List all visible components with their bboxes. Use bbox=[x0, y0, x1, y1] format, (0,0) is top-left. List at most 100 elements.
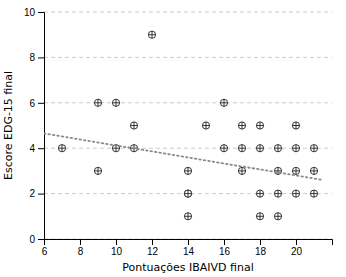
point bbox=[256, 190, 263, 197]
point-cross bbox=[184, 167, 191, 174]
point-circle bbox=[310, 190, 317, 197]
tick: 8 bbox=[78, 239, 84, 257]
tick-mark bbox=[80, 239, 81, 245]
point-circle bbox=[292, 190, 299, 197]
tick-label: 14 bbox=[183, 246, 195, 257]
point bbox=[274, 145, 281, 152]
point-cross bbox=[220, 145, 227, 152]
point bbox=[148, 31, 155, 38]
point bbox=[310, 190, 317, 197]
point-circle bbox=[292, 122, 299, 129]
point-cross bbox=[292, 190, 299, 197]
tick-label: 0 bbox=[29, 234, 35, 245]
x-axis-title: Pontuações IBAIVD final bbox=[122, 261, 254, 274]
point bbox=[256, 122, 263, 129]
tick: 0 bbox=[29, 234, 44, 245]
tick-mark bbox=[224, 239, 225, 245]
point-circle bbox=[184, 213, 191, 220]
point-cross bbox=[184, 213, 191, 220]
point-circle bbox=[274, 213, 281, 220]
grid bbox=[44, 12, 332, 239]
point bbox=[94, 167, 101, 174]
tick-mark bbox=[38, 103, 44, 104]
point-cross bbox=[202, 122, 209, 129]
point bbox=[112, 99, 119, 106]
tick: 16 bbox=[219, 239, 231, 257]
x-axis: 6 8 10 12 14 16 18 20 bbox=[42, 239, 333, 257]
point-cross bbox=[130, 122, 137, 129]
point bbox=[238, 145, 245, 152]
point-circle bbox=[256, 122, 263, 129]
point-cross bbox=[220, 99, 227, 106]
marks bbox=[44, 31, 323, 220]
point-cross bbox=[256, 213, 263, 220]
point-circle bbox=[94, 167, 101, 174]
tick-mark bbox=[38, 57, 44, 58]
tick-label: 20 bbox=[291, 246, 303, 257]
tick: 10 bbox=[111, 239, 123, 257]
point bbox=[256, 213, 263, 220]
point-circle bbox=[292, 167, 299, 174]
point-circle bbox=[184, 190, 191, 197]
point bbox=[184, 190, 191, 197]
point-cross bbox=[310, 190, 317, 197]
point bbox=[310, 167, 317, 174]
point-cross bbox=[274, 213, 281, 220]
point bbox=[184, 190, 191, 197]
axis-line bbox=[38, 13, 45, 240]
point-circle bbox=[256, 213, 263, 220]
point-cross bbox=[292, 145, 299, 152]
point-circle bbox=[274, 190, 281, 197]
point-circle bbox=[130, 122, 137, 129]
tick-mark bbox=[152, 239, 153, 245]
tick-label: 4 bbox=[29, 143, 35, 154]
grid-line bbox=[44, 12, 332, 13]
point-circle bbox=[184, 190, 191, 197]
point bbox=[220, 99, 227, 106]
tick: 6 bbox=[29, 98, 44, 109]
point-circle bbox=[148, 31, 155, 38]
tick-label: 16 bbox=[219, 246, 231, 257]
point bbox=[274, 213, 281, 220]
y-axis: 0246810 bbox=[24, 7, 45, 245]
point-circle bbox=[184, 167, 191, 174]
point bbox=[292, 145, 299, 152]
tick: 12 bbox=[147, 239, 159, 257]
point-cross bbox=[184, 190, 191, 197]
point-circle bbox=[220, 145, 227, 152]
point-cross bbox=[238, 167, 245, 174]
point bbox=[292, 190, 299, 197]
point-cross bbox=[238, 145, 245, 152]
point-circle bbox=[220, 99, 227, 106]
tick: 14 bbox=[183, 239, 195, 257]
tick-mark bbox=[260, 239, 261, 245]
tick: 18 bbox=[255, 239, 267, 257]
grid-line bbox=[44, 102, 332, 103]
point bbox=[292, 122, 299, 129]
point-cross bbox=[310, 167, 317, 174]
point-cross bbox=[94, 99, 101, 106]
tick: 4 bbox=[29, 143, 44, 154]
point-cross bbox=[238, 122, 245, 129]
tick-label: 8 bbox=[29, 52, 35, 63]
point-cross bbox=[256, 122, 263, 129]
tick-label: 6 bbox=[42, 246, 48, 257]
point bbox=[184, 167, 191, 174]
point-circle bbox=[238, 122, 245, 129]
point-cross bbox=[148, 31, 155, 38]
tick-mark bbox=[38, 194, 44, 195]
point-circle bbox=[256, 145, 263, 152]
point bbox=[94, 99, 101, 106]
plot: 681012141618200246810 bbox=[24, 7, 333, 257]
point-circle bbox=[274, 145, 281, 152]
tick-label: 18 bbox=[255, 246, 267, 257]
point-cross bbox=[58, 145, 65, 152]
tick-label: 10 bbox=[111, 246, 123, 257]
point-cross bbox=[256, 145, 263, 152]
point-circle bbox=[202, 122, 209, 129]
point bbox=[58, 145, 65, 152]
tick-mark bbox=[116, 239, 117, 245]
tick-mark bbox=[38, 148, 44, 149]
tick-label: 6 bbox=[29, 98, 35, 109]
point bbox=[184, 213, 191, 220]
